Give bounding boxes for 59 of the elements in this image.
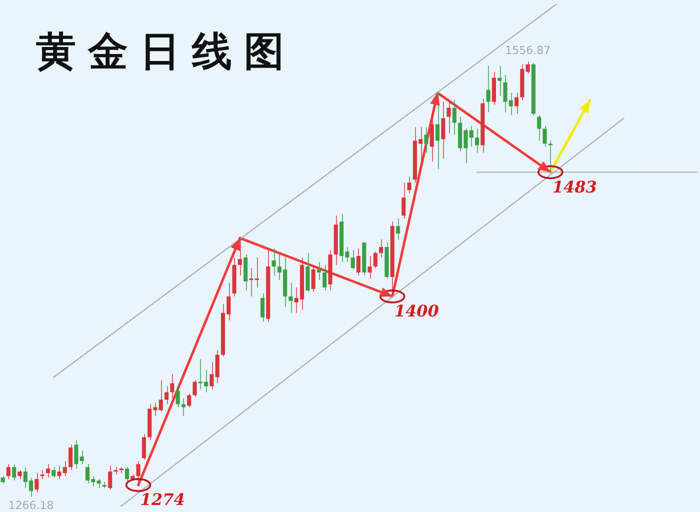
- candlestick: [187, 393, 192, 408]
- candlestick: [244, 254, 248, 291]
- candlestick: [142, 434, 146, 460]
- annotation: 1274: [140, 490, 185, 510]
- candlestick: [492, 71, 496, 106]
- candlestick: [249, 267, 254, 297]
- candlestick: [46, 464, 50, 478]
- candlestick: [396, 218, 400, 240]
- candlestick: [192, 380, 197, 398]
- candlestick: [254, 256, 259, 288]
- candlestick: [542, 125, 547, 148]
- candlestick: [452, 100, 456, 136]
- candlestick: [311, 264, 316, 292]
- candlestick: [288, 282, 293, 314]
- candlestick: [260, 292, 265, 322]
- candlestick: [316, 261, 321, 280]
- candlestick: [441, 101, 446, 160]
- candlestick: [68, 444, 73, 471]
- candlestick: [474, 128, 480, 154]
- candlestick: [548, 140, 552, 173]
- candlestick: [424, 126, 428, 154]
- candlestick: [12, 464, 16, 482]
- candlestick: [322, 264, 327, 291]
- candlestick: [498, 65, 502, 96]
- candlestick: [373, 251, 378, 268]
- candlestick: [176, 386, 180, 408]
- candlestick: [356, 248, 360, 276]
- candlestick: [435, 92, 440, 170]
- candlestick: [74, 440, 78, 470]
- candlestick: [272, 248, 276, 276]
- candlestick: [52, 466, 56, 478]
- candlestick: [238, 238, 242, 276]
- candlestick: [486, 65, 490, 113]
- candlestick: [379, 239, 384, 258]
- candlestick: [514, 92, 519, 114]
- candlestick: [402, 182, 406, 220]
- annotation: 1400: [394, 302, 439, 321]
- candlestick: [170, 374, 174, 399]
- candlestick: [215, 350, 220, 384]
- annotation: 1556.87: [505, 44, 551, 57]
- text: 黄金日线图: [36, 28, 296, 75]
- candlestick: [210, 362, 214, 390]
- annotation: 1483: [552, 177, 597, 196]
- candlestick: [306, 252, 310, 292]
- candlestick: [407, 176, 412, 194]
- candlestick: [430, 112, 434, 162]
- candlestick: [368, 256, 372, 279]
- candlestick: [181, 398, 186, 417]
- candlestick: [164, 386, 169, 405]
- candlestick: [6, 464, 10, 480]
- annotation: 1266.18: [8, 499, 54, 512]
- candlestick: [350, 250, 355, 270]
- candlestick: [537, 114, 542, 142]
- candlestick: [108, 465, 112, 490]
- candlestick: [34, 472, 39, 494]
- candlestick: [124, 466, 130, 483]
- candlestick: [526, 61, 530, 74]
- candlestick: [446, 100, 451, 134]
- candlestick: [80, 450, 84, 465]
